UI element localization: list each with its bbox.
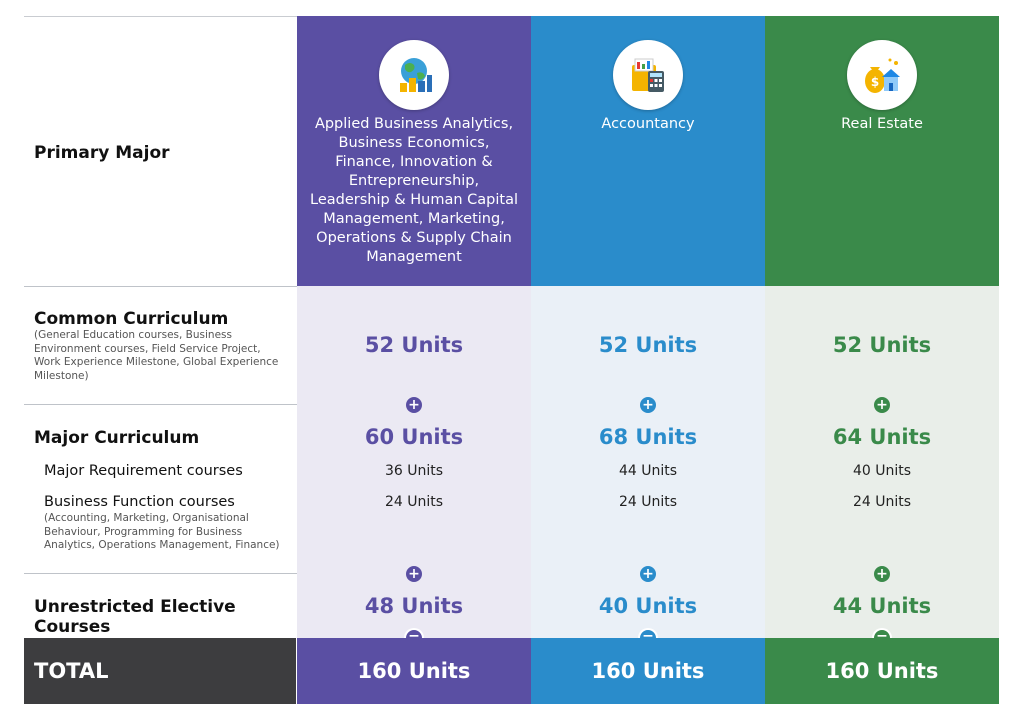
business-function-units: 24 Units	[618, 494, 678, 510]
unrestricted-elective-label: Unrestricted Elective Courses	[34, 597, 236, 637]
major-requirement-units: 36 Units	[384, 463, 444, 479]
column-header: Applied Business Analytics, Business Eco…	[297, 16, 531, 286]
business-function-units: 24 Units	[852, 494, 912, 510]
svg-text:$: $	[871, 75, 879, 89]
common-units: 52 Units	[598, 333, 698, 357]
plus-icon: +	[874, 566, 890, 582]
column-header: Accountancy	[531, 16, 765, 286]
money-house-icon: $	[847, 40, 917, 110]
major-requirement-units: 44 Units	[618, 463, 678, 479]
major-requirement-label: Major Requirement courses	[44, 463, 243, 479]
total-units: 160 Units	[297, 638, 531, 704]
primary-major-label: Primary Major	[34, 143, 170, 163]
plus-icon: +	[640, 397, 656, 413]
column-header: $ Real Estate	[765, 16, 999, 286]
plus-icon: +	[640, 566, 656, 582]
common-curriculum-note: (General Education courses, Business Env…	[34, 329, 279, 382]
common-curriculum-label: Common Curriculum	[34, 309, 229, 329]
total-units: 160 Units	[765, 638, 999, 704]
globe-analytics-icon	[379, 40, 449, 110]
plus-icon: +	[874, 397, 890, 413]
label-column: Primary Major Common Curriculum (General…	[24, 16, 296, 706]
major-units: 60 Units	[364, 425, 464, 449]
elective-units: 44 Units	[832, 594, 932, 618]
business-function-note: (Accounting, Marketing, Organisational B…	[44, 512, 280, 551]
major-requirement-units: 40 Units	[852, 463, 912, 479]
business-function-units: 24 Units	[384, 494, 444, 510]
common-units: 52 Units	[364, 333, 464, 357]
plus-icon: +	[406, 566, 422, 582]
major-units: 68 Units	[598, 425, 698, 449]
column-title: Applied Business Analytics, Business Eco…	[310, 116, 518, 265]
major-units: 64 Units	[832, 425, 932, 449]
total-units: 160 Units	[531, 638, 765, 704]
elective-units: 48 Units	[364, 594, 464, 618]
column-title: Real Estate	[841, 116, 923, 132]
curriculum-table: Primary Major Common Curriculum (General…	[24, 16, 999, 706]
calculator-folder-icon	[613, 40, 683, 110]
elective-units: 40 Units	[598, 594, 698, 618]
total-label: TOTAL	[24, 638, 296, 704]
plus-icon: +	[406, 397, 422, 413]
common-units: 52 Units	[832, 333, 932, 357]
major-curriculum-label: Major Curriculum	[34, 428, 200, 448]
business-function-label: Business Function courses	[44, 494, 235, 510]
column-title: Accountancy	[601, 116, 695, 132]
